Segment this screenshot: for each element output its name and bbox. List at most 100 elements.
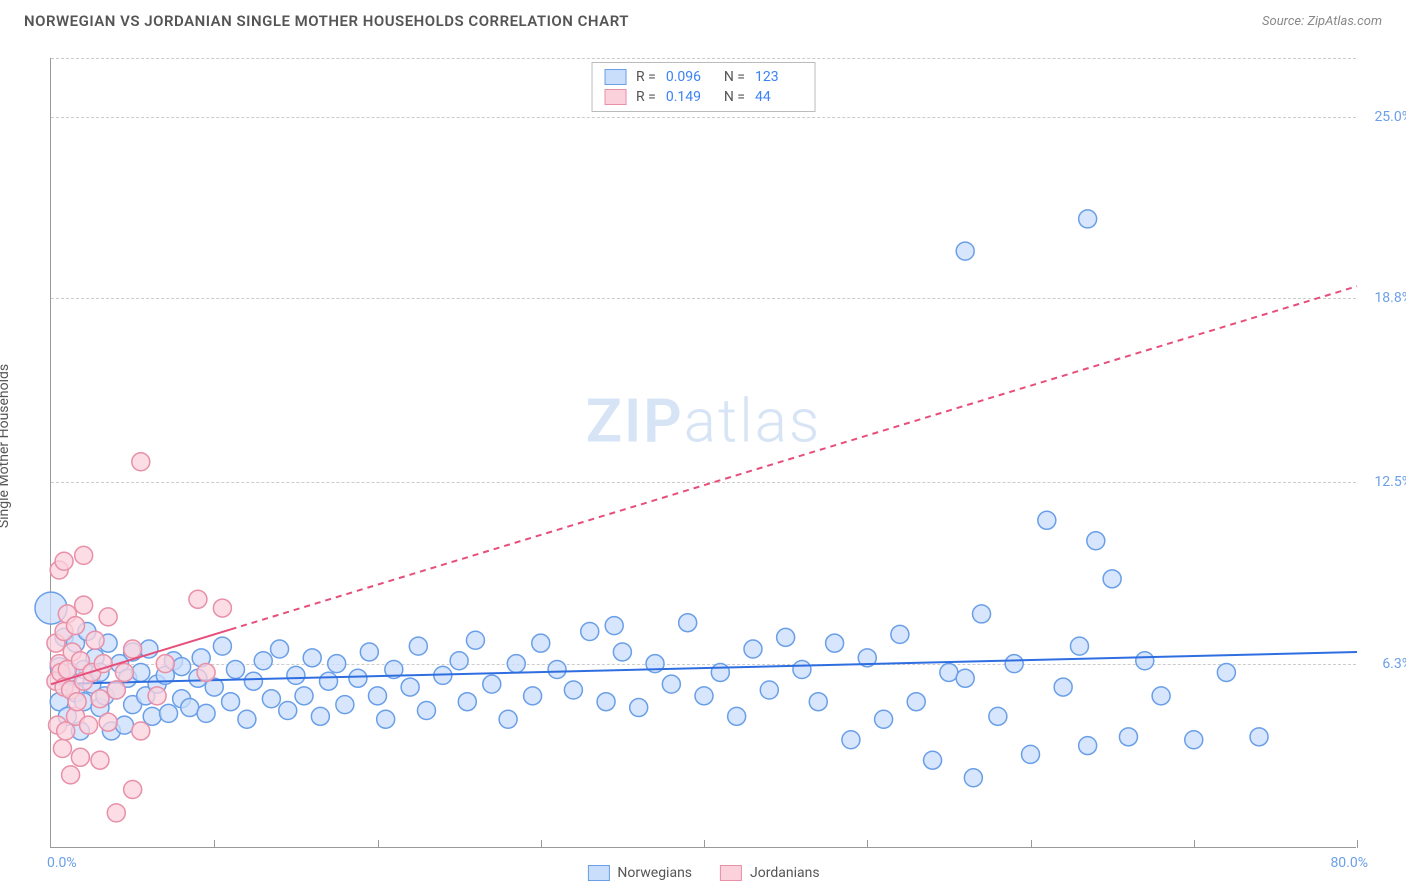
scatter-point [940,663,958,681]
scatter-point [695,687,713,705]
scatter-point [956,669,974,687]
scatter-point [115,663,133,681]
y-axis-tick-label: 12.5% [1374,474,1406,490]
scatter-point [148,687,166,705]
legend-r-label: R = [636,89,656,105]
legend-label: Norwegians [617,865,692,881]
scatter-point [842,731,860,749]
scatter-point [891,625,909,643]
legend-swatch [587,865,609,881]
scatter-point [499,710,517,728]
scatter-point [86,631,104,649]
scatter-point [1250,728,1268,746]
scatter-point [1136,652,1154,670]
scatter-point [1054,678,1072,696]
scatter-point [760,681,778,699]
scatter-point [132,663,150,681]
x-axis-max-label: 80.0% [1330,855,1368,871]
scatter-point [524,687,542,705]
scatter-point [548,661,566,679]
regression-line-dashed [231,286,1357,629]
chart-title: NORWEGIAN VS JORDANIAN SINGLE MOTHER HOU… [24,12,629,30]
scatter-point [662,675,680,693]
scatter-point [1022,745,1040,763]
scatter-point [1079,210,1097,228]
scatter-point [466,631,484,649]
chart-svg [51,58,1357,848]
plot-area: ZIPatlas R =0.096N =123R =0.149N =44 0.0… [50,58,1356,848]
scatter-point [160,704,178,722]
scatter-point [581,622,599,640]
source-prefix: Source: [1262,14,1307,29]
legend-n-label: N = [724,69,745,85]
header: NORWEGIAN VS JORDANIAN SINGLE MOTHER HOU… [0,0,1406,36]
y-axis-tick-label: 18.8% [1374,290,1406,306]
scatter-point [1005,655,1023,673]
scatter-point [143,707,161,725]
scatter-point [75,546,93,564]
scatter-point [91,690,109,708]
scatter-point [1038,511,1056,529]
scatter-point [728,707,746,725]
scatter-point [328,655,346,673]
scatter-point [55,552,73,570]
scatter-point [213,637,231,655]
scatter-point [1087,532,1105,550]
scatter-point [1152,687,1170,705]
scatter-point [349,669,367,687]
scatter-point [71,748,89,766]
scatter-point [401,678,419,696]
scatter-point [132,722,150,740]
scatter-point [53,740,71,758]
legend-row: R =0.096N =123 [600,67,807,87]
legend-item: Norwegians [587,865,692,881]
legend-swatch [720,865,742,881]
scatter-point [989,707,1007,725]
scatter-point [62,766,80,784]
scatter-point [564,681,582,699]
scatter-point [124,640,142,658]
legend-swatch [604,89,626,105]
legend-item: Jordanians [720,865,820,881]
legend-r-value: 0.149 [666,89,714,105]
scatter-point [279,701,297,719]
legend-n-value: 123 [755,69,803,85]
scatter-point [483,675,501,693]
y-axis-label: Single Mother Households [0,364,12,528]
scatter-point [679,614,697,632]
scatter-point [303,649,321,667]
legend-correlation: R =0.096N =123R =0.149N =44 [591,62,816,112]
scatter-point [197,663,215,681]
scatter-point [226,661,244,679]
scatter-point [605,617,623,635]
scatter-point [68,693,86,711]
scatter-point [377,710,395,728]
legend-n-label: N = [724,89,745,105]
scatter-point [711,663,729,681]
scatter-point [238,710,256,728]
legend-n-value: 44 [755,89,803,105]
scatter-point [320,672,338,690]
source-attribution: Source: ZipAtlas.com [1262,14,1382,29]
y-axis-tick-label: 25.0% [1374,109,1406,125]
scatter-point [450,652,468,670]
scatter-point [197,704,215,722]
scatter-point [1079,737,1097,755]
scatter-point [369,687,387,705]
y-axis-tick-label: 6.3% [1382,656,1406,672]
scatter-point [793,661,811,679]
scatter-point [80,716,98,734]
scatter-point [1119,728,1137,746]
scatter-point [99,608,117,626]
scatter-point [1070,637,1088,655]
scatter-point [132,453,150,471]
scatter-point [244,672,262,690]
scatter-point [222,693,240,711]
scatter-point [409,637,427,655]
scatter-point [417,701,435,719]
scatter-point [189,590,207,608]
scatter-point [213,599,231,617]
x-axis-min-label: 0.0% [47,855,77,871]
scatter-point [360,643,378,661]
scatter-point [1185,731,1203,749]
